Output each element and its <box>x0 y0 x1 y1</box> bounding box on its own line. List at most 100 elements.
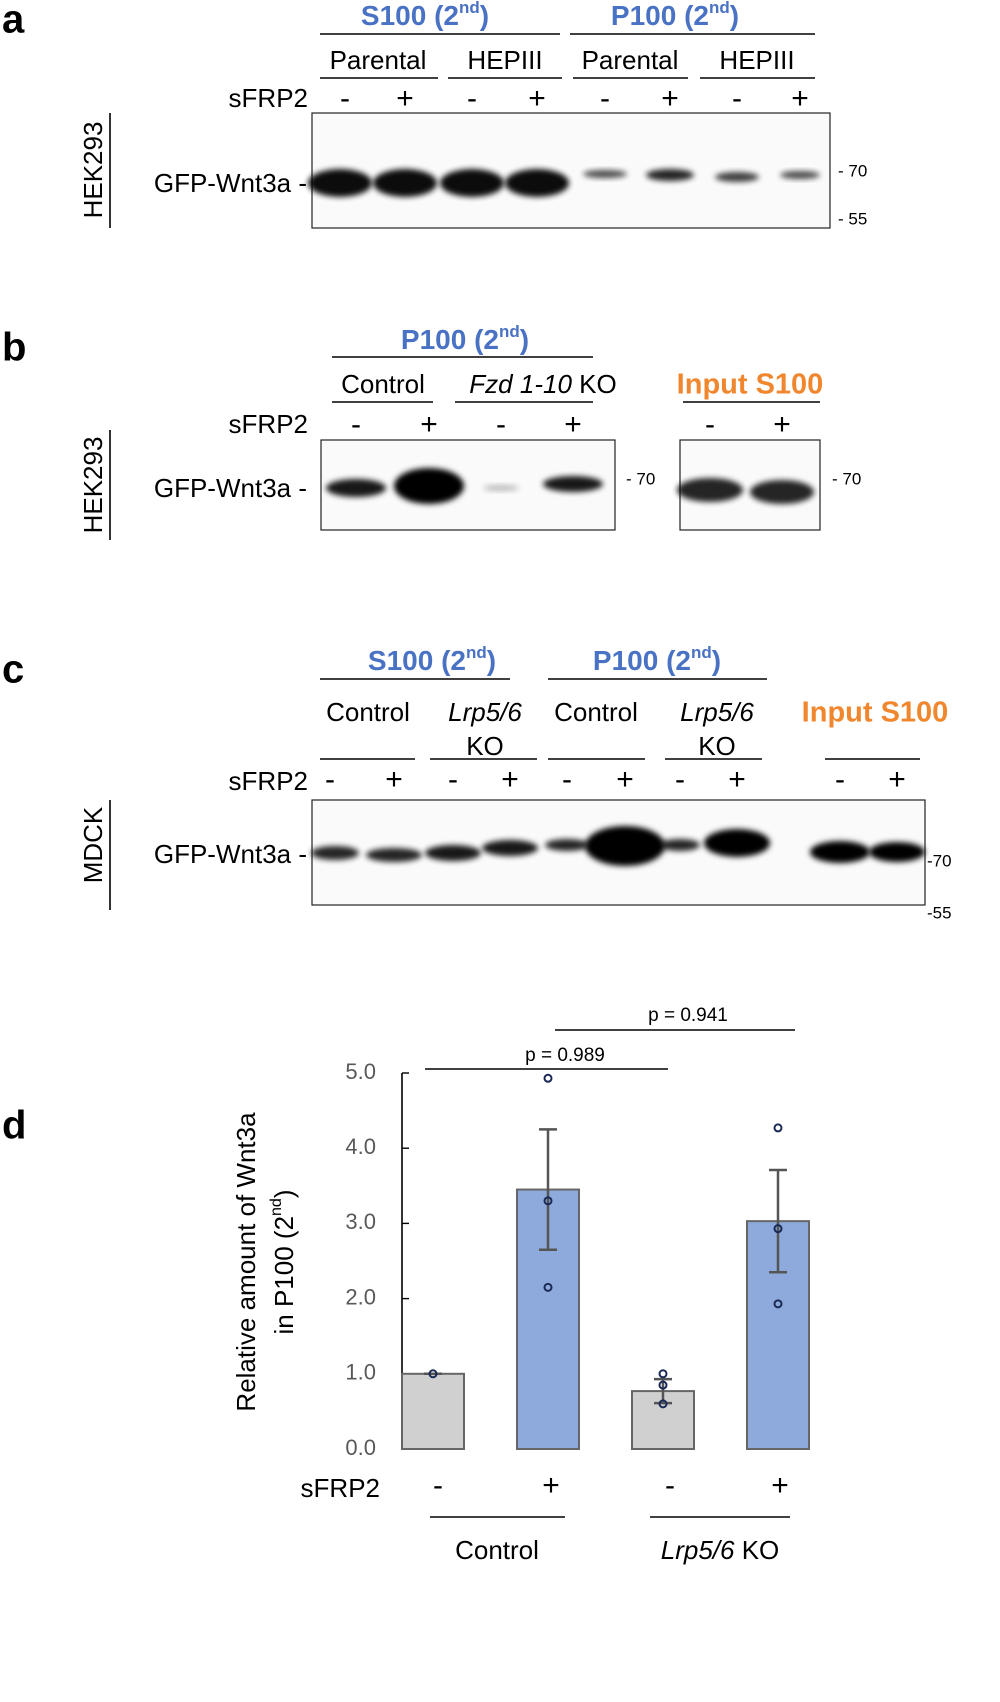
group-label: Parental <box>582 45 679 75</box>
group-label: Lrp5/6 <box>448 697 522 727</box>
lane-sign: - <box>340 82 350 115</box>
data-point <box>658 1380 668 1390</box>
band <box>373 169 437 197</box>
cell-line: HEK293 <box>78 437 108 534</box>
group-label: Parental <box>330 45 427 75</box>
group-label: HEPIII <box>719 45 794 75</box>
annotation: p = 0.989 <box>525 1045 605 1066</box>
data-point <box>658 1399 668 1409</box>
band <box>780 171 820 179</box>
group-label: Fzd 1-10 KO <box>469 369 616 399</box>
lane-sign: - <box>732 82 742 115</box>
band <box>660 839 700 851</box>
y-tick-label: 0.0 <box>345 1435 376 1460</box>
panel-letter: c <box>2 648 24 692</box>
input-label: Input S100 <box>802 697 949 729</box>
x-tick-label: - <box>665 1469 675 1502</box>
lane-sign: + <box>564 408 582 441</box>
row-label: sFRP2 <box>229 409 308 439</box>
x-tick-label: - <box>433 1469 443 1502</box>
panel-letter: b <box>2 326 26 370</box>
band <box>715 172 759 182</box>
y-tick-label: 5.0 <box>345 1059 376 1084</box>
band <box>583 170 627 178</box>
cell-line: MDCK <box>78 806 108 883</box>
band <box>545 839 589 851</box>
lane-sign: - <box>562 763 572 796</box>
data-point <box>543 1073 553 1083</box>
panel-letter: a <box>2 0 25 42</box>
x-tick-label: + <box>542 1469 560 1502</box>
lane-sign: - <box>351 408 361 441</box>
lane-sign: - <box>600 82 610 115</box>
group-label: HEPIII <box>467 45 542 75</box>
data-point <box>658 1369 668 1379</box>
band-label: GFP-Wnt3a - <box>154 473 307 503</box>
lane-sign: + <box>501 763 519 796</box>
lane-sign: - <box>325 763 335 796</box>
marker: - 55 <box>838 209 867 228</box>
lane-sign: + <box>616 763 634 796</box>
figure-body: a S100 (2nd) P100 (2nd) Parental HEPIII … <box>2 0 952 1565</box>
group-label: KO <box>466 731 504 761</box>
data-point <box>428 1369 438 1379</box>
lane-sign: - <box>675 763 685 796</box>
lane-sign: + <box>728 763 746 796</box>
header: S100 (2nd) <box>368 643 496 676</box>
band <box>308 169 372 197</box>
band <box>704 829 770 857</box>
band <box>543 476 603 492</box>
band <box>505 169 569 197</box>
y-axis-label: in P100 (2nd) <box>268 1190 299 1335</box>
lane-sign: + <box>396 82 414 115</box>
lane-sign: + <box>661 82 679 115</box>
input-label: Input S100 <box>677 369 824 401</box>
y-tick-label: 4.0 <box>345 1134 376 1159</box>
lane-sign: - <box>835 763 845 796</box>
group-label: KO <box>698 731 736 761</box>
header: S100 (2nd) <box>361 0 489 31</box>
marker: - 70 <box>626 469 655 488</box>
group-label: Lrp5/6 KO <box>661 1535 780 1565</box>
group-label: Control <box>554 697 638 727</box>
annotation: p = 0.941 <box>648 1005 728 1026</box>
blot <box>311 112 831 229</box>
band <box>869 842 925 862</box>
marker: -55 <box>927 903 952 922</box>
band <box>366 848 422 862</box>
band <box>394 468 464 504</box>
band <box>311 846 359 860</box>
panel-letter: d <box>2 1104 26 1148</box>
band <box>677 478 743 502</box>
band <box>440 169 504 197</box>
band <box>482 840 538 856</box>
lane-sign: - <box>496 408 506 441</box>
lane-sign: - <box>448 763 458 796</box>
header: P100 (2nd) <box>593 643 721 676</box>
lane-sign: - <box>467 82 477 115</box>
row-label: sFRP2 <box>229 83 308 113</box>
lane-sign: + <box>385 763 403 796</box>
header: P100 (2nd) <box>611 0 739 31</box>
row-label: sFRP2 <box>301 1473 380 1503</box>
lane-sign: + <box>888 763 906 796</box>
data-point <box>543 1282 553 1292</box>
lane-sign: + <box>791 82 809 115</box>
marker: -70 <box>927 851 952 870</box>
y-tick-label: 3.0 <box>345 1209 376 1234</box>
y-axis-label: Relative amount of Wnt3a <box>231 1112 261 1412</box>
row-label: sFRP2 <box>229 766 308 796</box>
marker: - 70 <box>832 469 861 488</box>
x-tick-label: + <box>771 1469 789 1502</box>
group-label: Control <box>455 1535 539 1565</box>
group-label: Control <box>326 697 410 727</box>
group-label: Lrp5/6 <box>680 697 754 727</box>
group-label: Control <box>341 369 425 399</box>
band <box>646 169 694 181</box>
lane-sign: - <box>705 408 715 441</box>
band <box>810 841 870 863</box>
data-point <box>543 1196 553 1206</box>
band <box>326 479 386 497</box>
y-tick-label: 2.0 <box>345 1284 376 1309</box>
